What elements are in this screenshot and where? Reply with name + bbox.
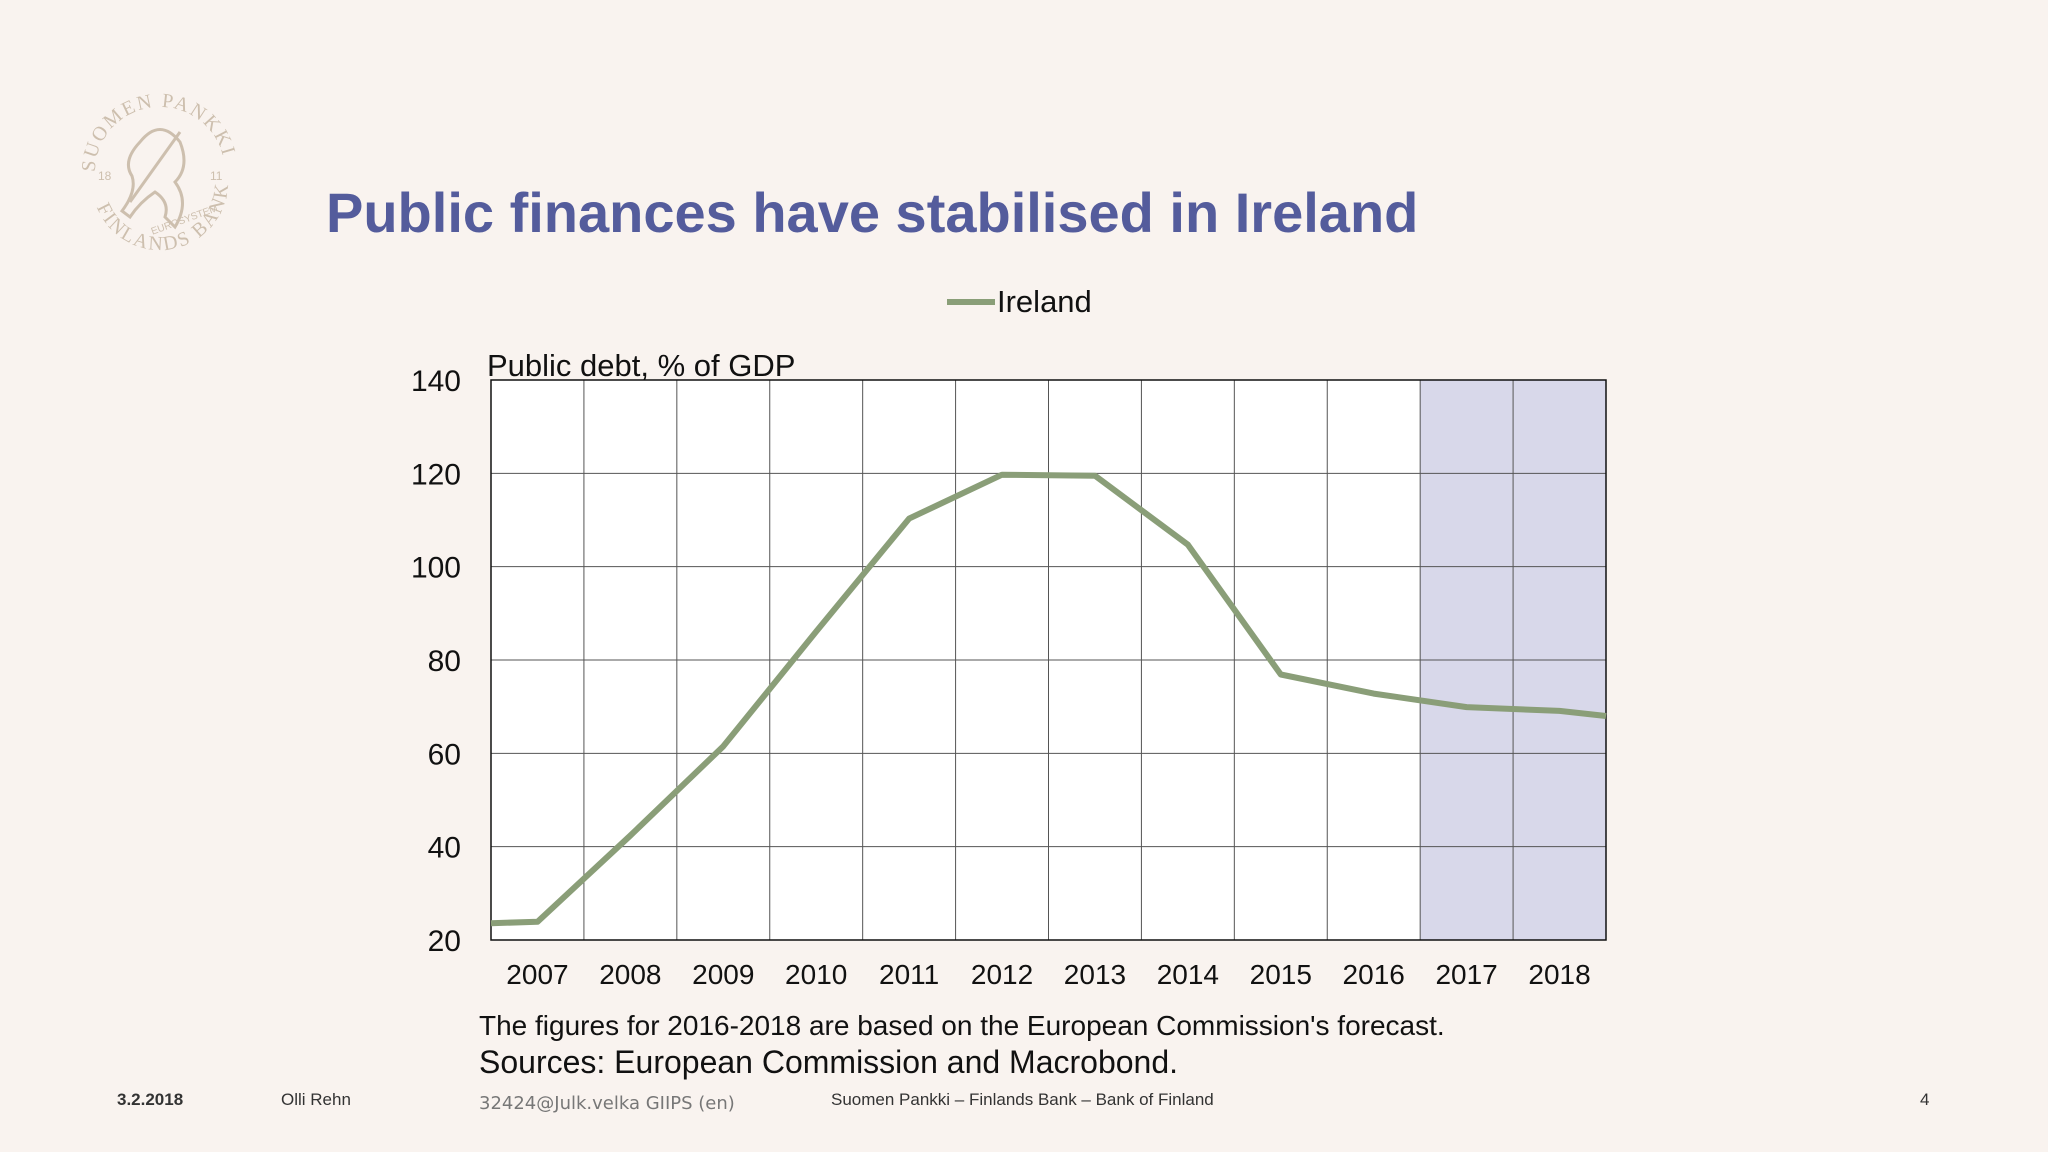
footer-organization: Suomen Pankki – Finlands Bank – Bank of …: [831, 1090, 1214, 1109]
x-tick-label: 2007: [506, 959, 568, 990]
y-tick-label: 80: [428, 645, 461, 678]
series-line-ireland: [490, 471, 1607, 927]
y-tick-label: 100: [411, 552, 461, 585]
y-tick-label: 40: [428, 832, 461, 865]
x-tick-label: 2018: [1528, 959, 1590, 990]
footer-date: 3.2.2018: [117, 1090, 184, 1109]
x-tick-label: 2017: [1435, 959, 1497, 990]
footer-author: Olli Rehn: [281, 1090, 351, 1109]
x-tick-label: 2012: [971, 959, 1033, 990]
footer-page-number: 4: [1920, 1090, 1930, 1109]
x-tick-label: 2008: [599, 959, 661, 990]
footer-chart-code: 32424@Julk.velka GIIPS (en): [479, 1093, 735, 1114]
plot-frame: [490, 379, 1607, 941]
logo-year-left: 18: [98, 169, 112, 183]
slide-title: Public finances have stabilised in Irela…: [326, 181, 1419, 244]
y-tick-label: 120: [411, 458, 461, 491]
forecast-note: The figures for 2016-2018 are based on t…: [479, 1010, 1445, 1041]
x-tick-label: 2011: [879, 959, 939, 990]
y-tick-label: 140: [411, 365, 461, 398]
logo-year-right: 11: [210, 169, 223, 183]
x-tick-label: 2009: [692, 959, 754, 990]
x-tick-label: 2013: [1064, 959, 1126, 990]
sources-note: Sources: European Commission and Macrobo…: [479, 1044, 1179, 1080]
y-tick-label: 20: [428, 925, 461, 958]
x-tick-label: 2014: [1157, 959, 1219, 990]
y-tick-label: 60: [428, 738, 461, 771]
bank-seal-logo: SUOMEN PANKKI FINLANDS BANK 18 11 EUROSY…: [78, 90, 238, 255]
x-tick-label: 2010: [785, 959, 847, 990]
y-axis-title: Public debt, % of GDP: [487, 348, 795, 383]
legend-label-ireland: Ireland: [997, 284, 1092, 319]
x-tick-label: 2016: [1343, 959, 1405, 990]
x-tick-label: 2015: [1250, 959, 1312, 990]
